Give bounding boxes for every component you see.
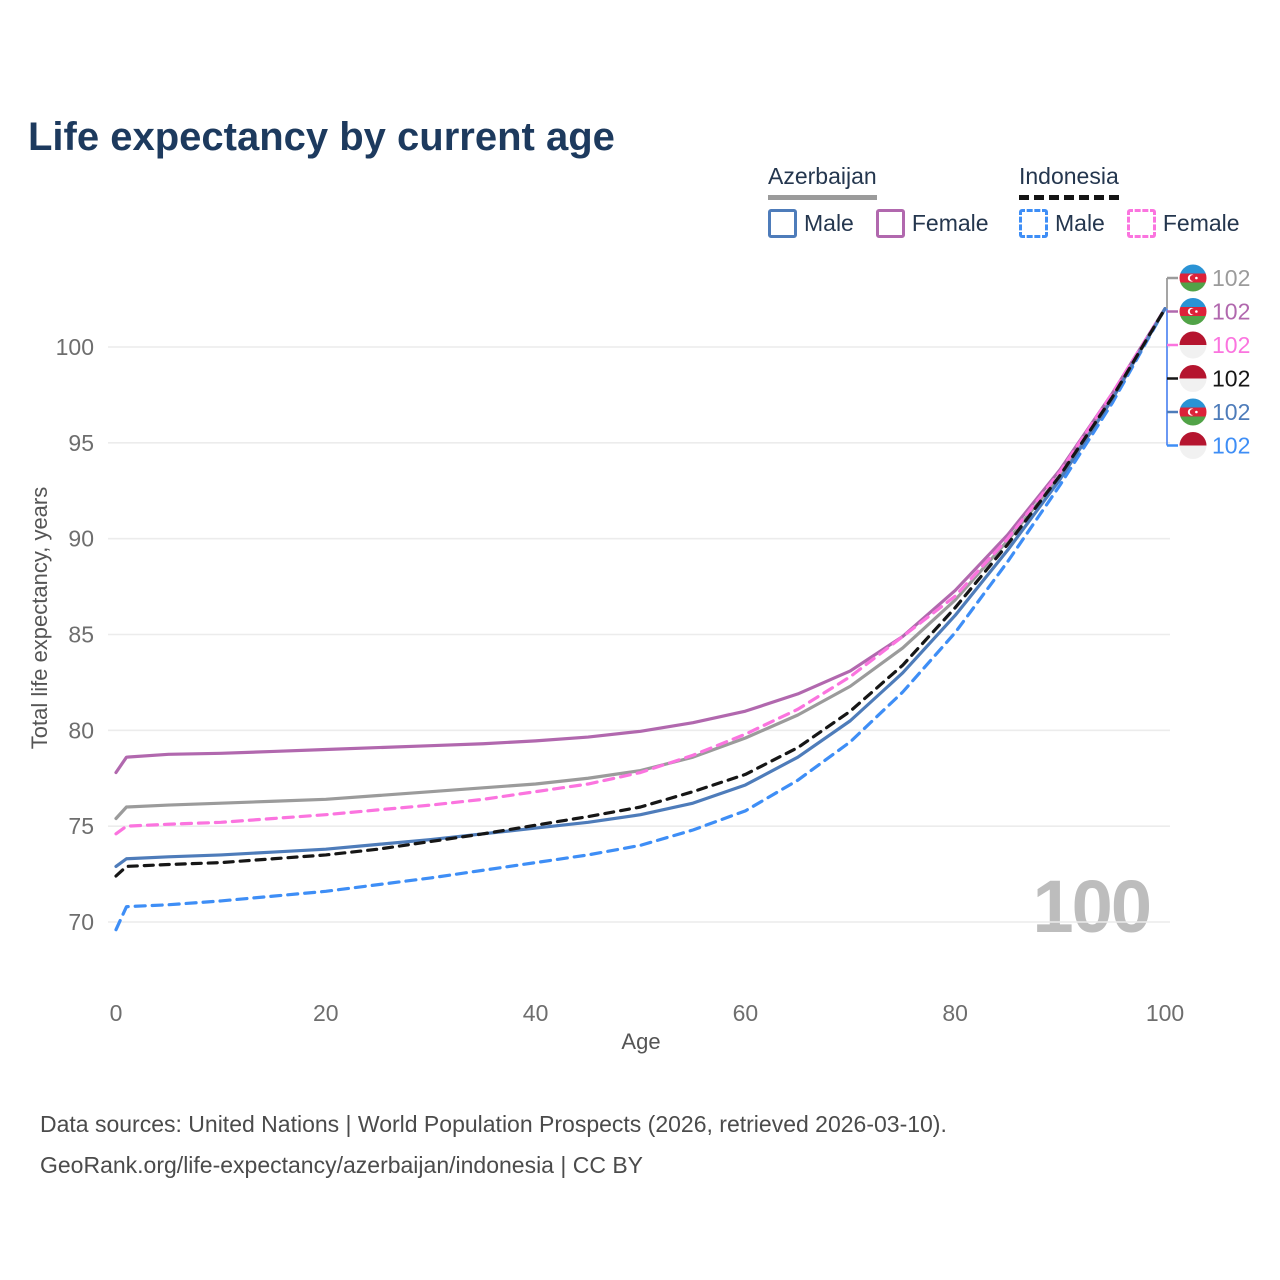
legend-item-indonesia-male[interactable]: Male [1019, 209, 1105, 238]
series-line-azerbaijan-total[interactable] [114, 307, 1167, 821]
azerbaijan-male-swatch-icon [768, 209, 797, 238]
x-tick-label: 100 [1146, 1000, 1184, 1026]
azerbaijan-flag-icon [1179, 298, 1207, 325]
legend-item-azerbaijan-male[interactable]: Male [768, 209, 854, 238]
end-value-label-indonesia-female: 102 [1212, 332, 1250, 358]
legend-label: Female [1162, 210, 1240, 236]
azerbaijan-flag-icon [1179, 398, 1207, 426]
legend-item-azerbaijan-female[interactable]: Female [875, 209, 989, 238]
series-line-indonesia-male[interactable] [114, 307, 1167, 932]
y-tick-label: 100 [56, 334, 94, 360]
legend-country-indonesia: Indonesia [1019, 163, 1119, 200]
x-axis-title: Age [621, 1029, 660, 1054]
y-tick-label: 85 [68, 622, 94, 648]
data-sources-text: Data sources: United Nations | World Pop… [40, 1111, 947, 1137]
attribution-link-text[interactable]: GeoRank.org/life-expectancy/azerbaijan/i… [40, 1152, 644, 1178]
end-value-label-azerbaijan-total: 102 [1212, 265, 1250, 291]
x-tick-label: 20 [313, 1000, 339, 1026]
y-tick-label: 90 [68, 526, 94, 552]
indonesia-flag-icon [1179, 432, 1207, 459]
x-tick-label: 80 [942, 1000, 968, 1026]
azerbaijan-female-swatch-icon [875, 209, 905, 238]
series-line-indonesia-female[interactable] [114, 307, 1167, 836]
footer: Data sources: United Nations | World Pop… [40, 1104, 947, 1186]
indonesia-flag-icon [1179, 331, 1207, 359]
end-value-label-indonesia-male: 102 [1212, 433, 1250, 459]
legend-group-indonesia: Indonesia Male Female [1019, 163, 1262, 238]
legend-label: Male [804, 210, 854, 236]
x-tick-label: 0 [110, 1000, 123, 1026]
legend-label: Female [911, 210, 989, 236]
legend-label: Male [1055, 210, 1105, 236]
x-tick-label: 40 [523, 1000, 549, 1026]
indonesia-flag-icon [1179, 365, 1207, 392]
y-axis-title: Total life expectancy, years [27, 487, 52, 750]
y-tick-label: 75 [68, 813, 94, 839]
watermark-age-indicator: 100 [1032, 865, 1152, 948]
indonesia-female-swatch-icon [1126, 209, 1156, 238]
end-value-label-azerbaijan-male: 102 [1212, 399, 1250, 425]
y-tick-label: 80 [68, 717, 94, 743]
legend-group-azerbaijan: Azerbaijan Male Female [768, 163, 1011, 238]
legend-item-indonesia-female[interactable]: Female [1126, 209, 1240, 238]
page-title: Life expectancy by current age [28, 114, 615, 159]
legend-country-azerbaijan: Azerbaijan [768, 163, 877, 200]
series-line-indonesia-total[interactable] [114, 307, 1167, 878]
y-tick-label: 95 [68, 430, 94, 456]
end-value-label-indonesia-total: 102 [1212, 366, 1250, 392]
series-line-azerbaijan-female[interactable] [114, 307, 1167, 775]
series-line-azerbaijan-male[interactable] [114, 307, 1167, 869]
y-tick-label: 70 [68, 909, 94, 935]
indonesia-male-swatch-icon [1019, 209, 1048, 238]
azerbaijan-flag-icon [1179, 264, 1207, 292]
x-tick-label: 60 [733, 1000, 759, 1026]
end-value-label-azerbaijan-female: 102 [1212, 299, 1250, 325]
